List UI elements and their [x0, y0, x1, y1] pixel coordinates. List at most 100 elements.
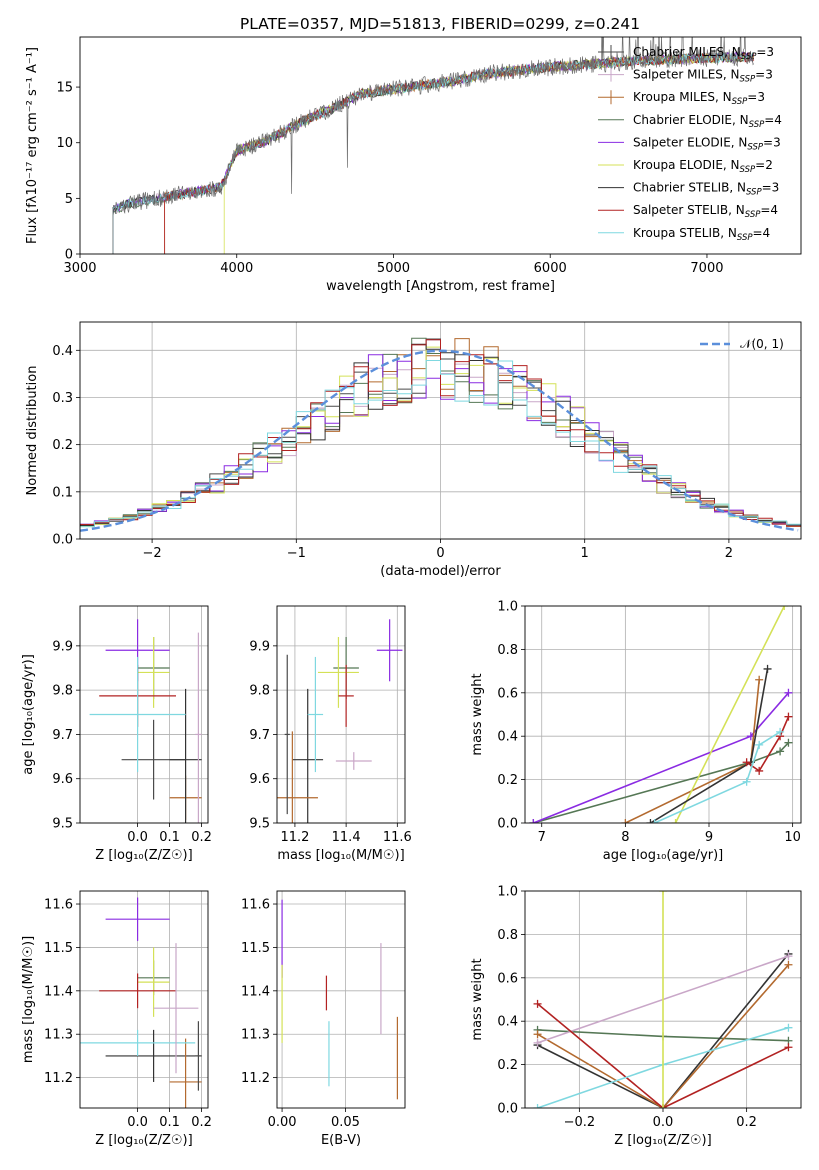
- axes-frame: [524, 605, 802, 824]
- data-point-errorbar: [335, 752, 372, 770]
- y-tick-label: 5: [65, 192, 73, 207]
- chart-mass-vs-Z: 0.0 0.1 0.2 11.2 11.3 11.4 11.5 11.6 Z [log₁₀(Z/…: [21, 890, 212, 1148]
- weight-marker: [763, 664, 772, 673]
- x-axis-label: Z [log₁₀(Z/Z☉)]: [95, 1133, 192, 1148]
- y-tick-label: 0.6: [497, 971, 518, 986]
- y-tick-label: 9.5: [249, 817, 270, 832]
- weight-series-line: [536, 1003, 789, 1108]
- axes-frame: [79, 605, 209, 824]
- x-tick-label: 0: [436, 546, 444, 561]
- y-tick-label: 0.0: [52, 533, 73, 548]
- weight-series-line: [533, 692, 790, 823]
- y-tick-label: 9.9: [52, 639, 73, 654]
- x-axis-label: (data-model)/error: [380, 564, 501, 579]
- data-point-errorbar: [153, 943, 199, 1074]
- y-tick-label: 1.0: [497, 885, 518, 900]
- weight-marker: [784, 688, 793, 697]
- x-tick-label: 11.2: [280, 830, 309, 845]
- plot-area: [89, 619, 202, 823]
- figure-title: PLATE=0357, MJD=51813, FIBERID=0299, z=0…: [240, 15, 640, 33]
- x-tick-label: 0.1: [159, 830, 180, 845]
- x-tick-label: −0.2: [564, 1115, 596, 1130]
- y-tick-label: 9.6: [249, 772, 270, 787]
- weight-series-line: [537, 953, 790, 1108]
- x-tick-label: 11.4: [332, 830, 361, 845]
- observed-spectrum-line: [112, 37, 754, 254]
- weight-marker: [659, 891, 667, 895]
- x-axis-label: mass [log₁₀(M/M☉)]: [277, 848, 404, 863]
- weight-marker: [533, 999, 542, 1008]
- y-tick-label: 11.4: [241, 984, 270, 999]
- plot-area: [277, 619, 403, 823]
- y-tick-label: 0.8: [497, 643, 518, 658]
- x-tick-label: 0.0: [653, 1115, 674, 1130]
- weight-series-line: [533, 742, 790, 823]
- legend-entry: Kroupa ELODIE, NSSP=2: [633, 158, 773, 175]
- legend-entry: Chabrier ELODIE, NSSP=4: [633, 113, 782, 130]
- x-tick-label: 10: [784, 830, 801, 845]
- plot-area: [533, 891, 793, 1108]
- weight-marker: [533, 1030, 542, 1039]
- weight-series-line: [537, 964, 790, 1108]
- weight-marker: [621, 819, 630, 823]
- data-point-errorbar: [376, 619, 403, 682]
- y-tick-label: 9.7: [52, 728, 73, 743]
- data-point-errorbar: [169, 688, 202, 823]
- x-tick-label: 0.2: [736, 1115, 757, 1130]
- weight-marker: [784, 712, 793, 721]
- weight-marker: [533, 1038, 542, 1047]
- x-tick-label: 0.0: [127, 830, 148, 845]
- x-tick-label: 6000: [534, 261, 567, 276]
- data-point-errorbar: [137, 637, 170, 708]
- weight-marker: [776, 747, 785, 756]
- y-tick-label: 0.2: [497, 1058, 518, 1073]
- y-tick-label: 1.0: [497, 600, 518, 615]
- y-axis-label: mass weight: [470, 958, 485, 1040]
- y-axis-label: mass weight: [470, 673, 485, 755]
- x-axis-label: Z [log₁₀(Z/Z☉)]: [614, 1133, 711, 1148]
- data-point-errorbar: [317, 637, 359, 708]
- x-tick-label: 8: [621, 830, 629, 845]
- axes-frame: [79, 36, 802, 255]
- axes-frame: [276, 605, 406, 824]
- axes-frame: [276, 890, 406, 1109]
- chart-age-vs-Z: 0.0 0.1 0.2 9.5 9.6 9.7 9.8 9.9 Z [log₁₀(Z/Z☉)] a…: [21, 605, 212, 863]
- y-tick-label: 0.0: [497, 817, 518, 832]
- plot-area: [80, 337, 801, 532]
- model-spectrum-line: [223, 52, 754, 254]
- legend-entry: Salpeter MILES, NSSP=3: [633, 68, 773, 85]
- chart-spectrum: 3000 4000 5000 6000 7000 0 5 10 15 wavelength [An…: [25, 36, 802, 294]
- x-axis-label: wavelength [Angstrom, rest frame]: [326, 279, 555, 294]
- gaussian-curve: [80, 349, 799, 532]
- x-tick-label: 2: [725, 546, 733, 561]
- y-tick-label: 11.5: [44, 941, 73, 956]
- x-tick-label: 7: [538, 830, 546, 845]
- weight-marker: [780, 606, 789, 610]
- weight-marker: [659, 1104, 667, 1108]
- x-tick-label: 3000: [63, 261, 96, 276]
- data-point-errorbar: [338, 664, 354, 727]
- weight-marker: [784, 1023, 793, 1032]
- x-tick-label: 1: [581, 546, 589, 561]
- legend-entry: Salpeter STELIB, NSSP=4: [633, 203, 778, 220]
- plot-area: [281, 899, 398, 1100]
- y-tick-label: 0.2: [52, 438, 73, 453]
- data-point-errorbar: [105, 897, 170, 941]
- x-axis-label: Z [log₁₀(Z/Z☉)]: [95, 848, 192, 863]
- weight-series-line: [654, 731, 781, 823]
- x-tick-label: 0.1: [159, 1115, 180, 1130]
- weight-marker: [784, 960, 793, 969]
- weight-marker: [784, 738, 793, 747]
- chart-mass-vs-EBV: 0.00 0.05 11.2 11.3 11.4 11.5 11.6 E(B-V): [241, 890, 406, 1148]
- legend-entry: Chabrier STELIB, NSSP=3: [633, 181, 779, 198]
- y-tick-label: 11.6: [241, 898, 270, 913]
- y-tick-label: 0.6: [497, 686, 518, 701]
- legend-entry: Salpeter ELODIE, NSSP=3: [633, 135, 781, 152]
- data-point-errorbar: [89, 656, 186, 773]
- legend-entry: Kroupa STELIB, NSSP=4: [633, 226, 770, 243]
- y-tick-label: 15: [56, 81, 73, 96]
- plot-area: [529, 606, 793, 823]
- legend-entry: 𝒩(0, 1): [740, 337, 784, 351]
- data-point-errorbar: [195, 1021, 202, 1091]
